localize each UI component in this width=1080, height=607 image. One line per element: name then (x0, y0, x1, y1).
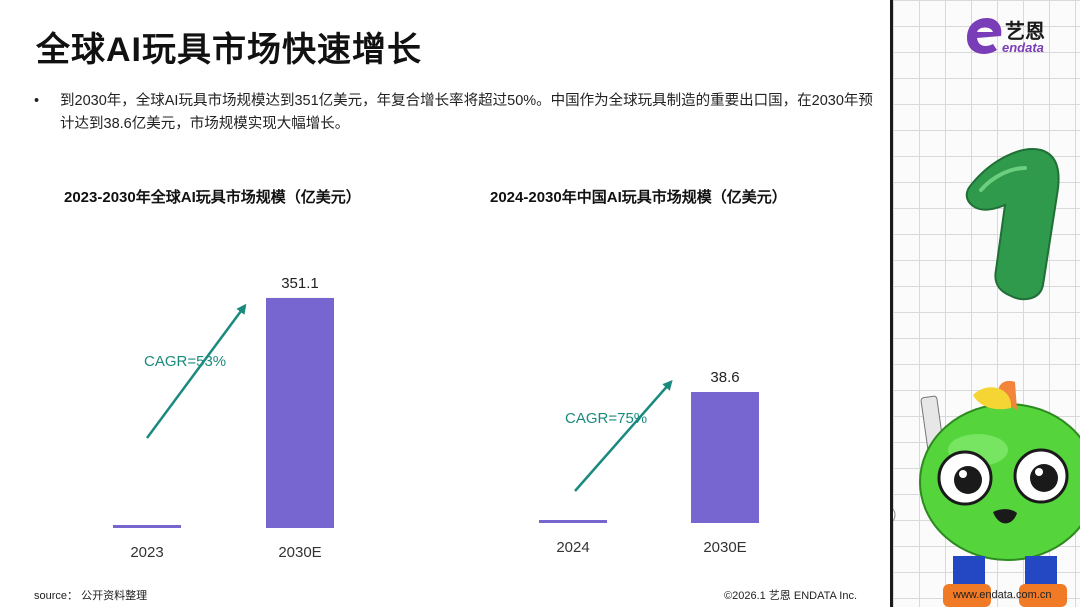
china-market-chart: 2024 2030E 38.6 CAGR=75% (539, 369, 759, 556)
summary-text: 到2030年，全球AI玩具市场规模达到351亿美元，年复合增长率将超过50%。中… (60, 93, 873, 132)
bar-2030E (691, 392, 759, 523)
bar-2030E (266, 297, 334, 528)
charts-canvas: 2023 2030E 351.1 CAGR=53% 2024 2030E 38.6 CAGR… (113, 275, 759, 561)
decorative-grid-panel (890, 0, 1080, 607)
mascot-illustration (893, 148, 1080, 607)
copyright: ©2026.1 艺恩 ENDATA Inc. (724, 590, 858, 602)
data-label: 351.1 (281, 275, 319, 292)
cagr-annotation: CAGR=75% (565, 410, 647, 427)
data-label: 38.6 (710, 369, 739, 386)
endata-logo-icon (967, 18, 1002, 54)
summary-bullet: • 到2030年，全球AI玩具市场规模达到351亿美元，年复合增长率将超过50%… (34, 90, 874, 136)
x-tick-label: 2023 (130, 544, 163, 561)
bar-2024 (539, 520, 607, 523)
number-one-icon (965, 148, 1060, 301)
logo-en-text: endata (1002, 40, 1044, 55)
x-tick-label: 2030E (703, 539, 746, 556)
china-chart-title: 2024-2030年中国AI玩具市场规模（亿美元） (490, 189, 787, 206)
bar-2023 (113, 525, 181, 528)
logo-cn-text: 艺恩 (1005, 21, 1045, 43)
growth-arrow-icon (574, 379, 673, 492)
x-tick-label: 2024 (556, 539, 589, 556)
website-link[interactable]: www.endata.com.cn (953, 589, 1052, 601)
x-tick-label: 2030E (278, 544, 321, 561)
growth-arrow-icon (145, 303, 247, 439)
bullet-dot: • (34, 93, 40, 109)
global-market-chart: 2023 2030E 351.1 CAGR=53% (113, 275, 334, 561)
source-note: source： 公开资料整理 (34, 590, 148, 602)
cagr-annotation: CAGR=53% (144, 353, 226, 370)
global-chart-title: 2023-2030年全球AI玩具市场规模（亿美元） (64, 189, 361, 206)
page-title: 全球AI玩具市场快速增长 (36, 31, 422, 69)
